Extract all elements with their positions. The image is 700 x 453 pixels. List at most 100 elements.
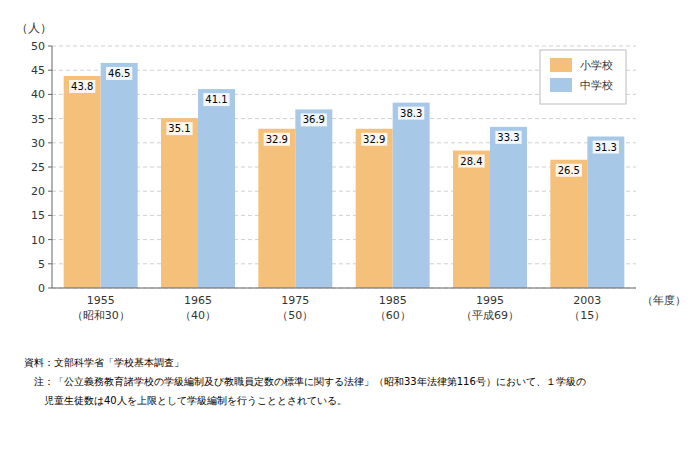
bar: [64, 76, 101, 288]
data-label: 33.3: [497, 132, 519, 143]
bar: [161, 118, 198, 288]
y-tick-label: 35: [31, 113, 45, 126]
grid-line: [52, 142, 636, 143]
y-tick-label: 20: [31, 185, 45, 198]
bar: [587, 137, 624, 288]
x-tick-label: 1975（50）: [277, 294, 313, 322]
bar: [490, 127, 527, 288]
data-label: 36.9: [303, 114, 325, 125]
data-label: 35.1: [168, 123, 190, 134]
series: [64, 76, 588, 288]
data-label: 41.1: [205, 94, 227, 105]
x-tick-label-line: 1975: [281, 294, 309, 307]
y-tick-label: 0: [38, 282, 45, 295]
x-tick-label-line: 1995: [476, 294, 504, 307]
y-axis-label: （人）: [16, 21, 52, 35]
bar: [356, 129, 393, 288]
bar: [453, 151, 490, 288]
y-tick: [48, 70, 52, 71]
y-axis: 0 5 10 15 20 25 30 35 40 45 50: [31, 40, 52, 295]
x-axis-label: （年度）: [642, 294, 686, 307]
data-label: 31.3: [595, 142, 617, 153]
data-label-bg: [166, 122, 192, 135]
legend-label: 中学校: [580, 79, 613, 92]
y-tick-label: 45: [31, 64, 45, 77]
x-tick-label-line: 1955: [87, 294, 115, 307]
y-tick: [48, 118, 52, 119]
y-tick: [48, 215, 52, 216]
y-tick-label: 15: [31, 209, 45, 222]
y-tick-label: 5: [38, 258, 45, 271]
x-tick-label-line: （40）: [180, 309, 216, 322]
x-axis: 1955 （昭和30） 1965 （40） 1975（50） 1985 （60） 1995（平…: [72, 294, 606, 322]
data-label: 26.5: [558, 165, 580, 176]
legend-box: [540, 50, 626, 104]
x-tick-label: 1995（平成69）: [461, 294, 519, 322]
y-tick-label: 30: [31, 137, 45, 150]
data-label: 28.4: [460, 156, 482, 167]
y-axis-line: [52, 46, 53, 288]
data-label-bg: [458, 155, 484, 168]
y-tick-label: 50: [31, 40, 45, 53]
note: 注：「公立義務教育諸学校の学級編制及び教職員定数の標準に関する法律」（昭和33年…: [24, 376, 586, 387]
notes: 資料：文部科学省「学校基本調査」 注：「公立義務教育諸学校の学級編制及び教職員定…: [24, 357, 586, 406]
grid-line: [52, 46, 636, 47]
y-tick: [48, 167, 52, 168]
grid-line: [52, 191, 636, 192]
data-label-bg: [495, 131, 521, 144]
y-tick: [48, 191, 52, 192]
bar: [393, 103, 430, 288]
data-label: 46.5: [108, 68, 130, 79]
y-tick-label: 10: [31, 234, 45, 247]
x-tick-label-line: （昭和30）: [72, 309, 130, 322]
x-tick-label: 2003 （15）: [569, 294, 605, 322]
legend-swatch: [550, 78, 572, 92]
x-tick-label-line: 2003: [573, 294, 601, 307]
bar: [550, 160, 587, 288]
bar: [198, 89, 235, 288]
bar: [101, 63, 138, 288]
legend-swatch: [550, 58, 572, 72]
data-label-bg: [361, 133, 387, 146]
grid: [52, 46, 636, 288]
data-label-bg: [398, 107, 424, 120]
data-label-bg: [106, 67, 132, 80]
data-label: 32.9: [266, 134, 288, 145]
data-label-bg: [593, 141, 619, 154]
grid-line: [52, 118, 636, 119]
x-tick-label-line: 1985: [379, 294, 407, 307]
grid-line: [52, 167, 636, 168]
bar: [295, 109, 332, 288]
note: 児童生徒数は40人を上限として学級編制を行うこととされている。: [24, 395, 347, 406]
data-label-bg: [69, 80, 95, 93]
note: 資料：文部科学省「学校基本調査」: [24, 357, 184, 368]
chart: 0510152025303540455043.835.132.932.928.4…: [0, 0, 700, 453]
y-tick: [48, 142, 52, 143]
x-tick-label: 1985 （60）: [375, 294, 411, 322]
y-tick: [48, 239, 52, 240]
y-tick: [48, 288, 52, 289]
grid-line: [52, 288, 636, 289]
legend-label: 小学校: [580, 59, 613, 72]
data-label-bg: [556, 164, 582, 177]
grid-line: [52, 239, 636, 240]
x-axis-line: [52, 288, 636, 289]
y-tick-label: 25: [31, 161, 45, 174]
data-label-bg: [203, 93, 229, 106]
x-tick-label: 1955 （昭和30）: [72, 294, 130, 322]
x-tick-label: 1965 （40）: [180, 294, 216, 322]
page: {"chart_data": { "type": "bar", "categor…: [0, 0, 700, 453]
grid-line: [52, 215, 636, 216]
x-tick-label-line: （15）: [569, 309, 605, 322]
data-labels: 43.835.132.932.928.426.546.541.136.938.3…: [69, 67, 619, 177]
grid-line: [52, 263, 636, 264]
x-tick-label-line: 1965: [184, 294, 212, 307]
legend: 小学校中学校: [540, 50, 626, 104]
y-tick-label: 40: [31, 88, 45, 101]
data-label-bg: [264, 133, 290, 146]
x-tick-label-line: （60）: [375, 309, 411, 322]
y-tick: [48, 94, 52, 95]
data-label: 43.8: [71, 81, 93, 92]
bar: [258, 129, 295, 288]
data-label: 38.3: [400, 108, 422, 119]
